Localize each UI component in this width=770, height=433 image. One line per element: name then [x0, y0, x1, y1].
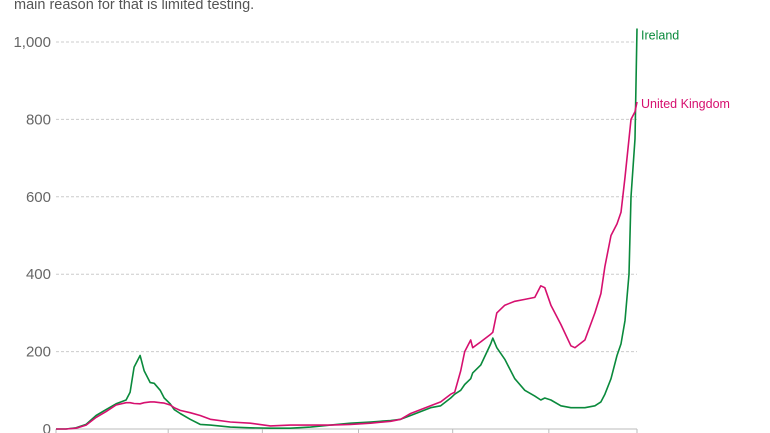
y-tick-label: 0: [43, 421, 51, 433]
x-axis: [55, 428, 638, 433]
series-lines: [56, 28, 638, 430]
y-tick-label: 600: [26, 189, 51, 206]
series-labels: Ireland United Kingdom: [641, 28, 730, 111]
series-line-united-kingdom: [56, 101, 638, 430]
y-tick-label: 800: [26, 111, 51, 128]
chart-subtitle: main reason for that is limited testing.: [14, 0, 255, 13]
series-line-ireland: [56, 28, 638, 430]
y-tick-label: 1,000: [13, 34, 51, 51]
series-label: Ireland: [641, 28, 679, 42]
gridlines: [56, 41, 637, 353]
series-label: United Kingdom: [641, 97, 730, 111]
y-tick-label: 400: [26, 266, 51, 283]
y-axis-ticks: 0 200 400 600 800 1,000: [13, 34, 51, 433]
y-tick-label: 200: [26, 344, 51, 361]
